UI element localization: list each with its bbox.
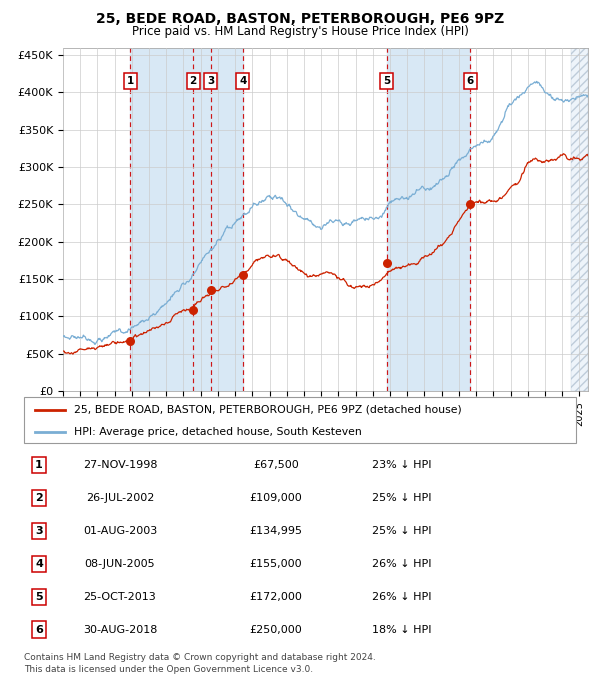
Text: 4: 4: [239, 76, 247, 86]
Text: 01-AUG-2003: 01-AUG-2003: [83, 526, 157, 536]
Text: 5: 5: [383, 76, 391, 86]
Text: Contains HM Land Registry data © Crown copyright and database right 2024.: Contains HM Land Registry data © Crown c…: [24, 653, 376, 662]
Text: 1: 1: [35, 460, 43, 471]
Text: 26-JUL-2002: 26-JUL-2002: [86, 493, 154, 503]
Text: 25-OCT-2013: 25-OCT-2013: [83, 592, 157, 602]
Text: This data is licensed under the Open Government Licence v3.0.: This data is licensed under the Open Gov…: [24, 665, 313, 674]
Bar: [387, 48, 470, 391]
Text: 1: 1: [127, 76, 134, 86]
Text: 18% ↓ HPI: 18% ↓ HPI: [372, 624, 431, 634]
Text: 6: 6: [467, 76, 474, 86]
Text: £155,000: £155,000: [250, 559, 302, 569]
Text: 6: 6: [35, 624, 43, 634]
Bar: [571, 48, 588, 391]
Text: 25, BEDE ROAD, BASTON, PETERBOROUGH, PE6 9PZ: 25, BEDE ROAD, BASTON, PETERBOROUGH, PE6…: [96, 12, 504, 27]
Text: 25, BEDE ROAD, BASTON, PETERBOROUGH, PE6 9PZ (detached house): 25, BEDE ROAD, BASTON, PETERBOROUGH, PE6…: [74, 405, 461, 415]
Text: 3: 3: [207, 76, 214, 86]
Text: £172,000: £172,000: [250, 592, 302, 602]
Text: 2: 2: [190, 76, 197, 86]
Text: Price paid vs. HM Land Registry's House Price Index (HPI): Price paid vs. HM Land Registry's House …: [131, 25, 469, 38]
Text: 3: 3: [35, 526, 43, 536]
Text: 5: 5: [35, 592, 43, 602]
Text: 4: 4: [35, 559, 43, 569]
Text: 26% ↓ HPI: 26% ↓ HPI: [372, 592, 431, 602]
Text: 30-AUG-2018: 30-AUG-2018: [83, 624, 157, 634]
Text: 2: 2: [35, 493, 43, 503]
Text: £67,500: £67,500: [253, 460, 299, 471]
Text: 08-JUN-2005: 08-JUN-2005: [85, 559, 155, 569]
Text: 25% ↓ HPI: 25% ↓ HPI: [372, 493, 431, 503]
Text: 23% ↓ HPI: 23% ↓ HPI: [372, 460, 431, 471]
Text: £109,000: £109,000: [250, 493, 302, 503]
Text: 25% ↓ HPI: 25% ↓ HPI: [372, 526, 431, 536]
Text: £250,000: £250,000: [250, 624, 302, 634]
Text: 27-NOV-1998: 27-NOV-1998: [83, 460, 157, 471]
Text: 26% ↓ HPI: 26% ↓ HPI: [372, 559, 431, 569]
Text: £134,995: £134,995: [250, 526, 302, 536]
Text: HPI: Average price, detached house, South Kesteven: HPI: Average price, detached house, Sout…: [74, 427, 361, 437]
Bar: [130, 48, 243, 391]
